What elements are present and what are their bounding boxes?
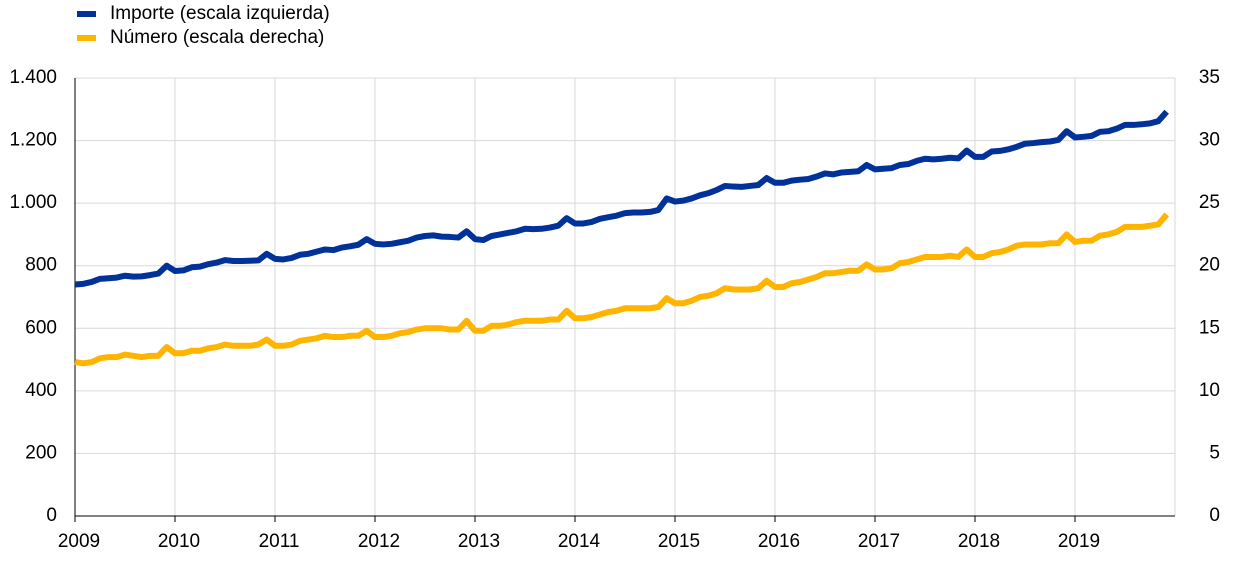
y2-tick-label: 20 (1199, 255, 1220, 276)
legend-label: Número (escala derecha) (110, 27, 324, 48)
x-tick-label: 2015 (658, 531, 700, 552)
y-tick-label: 1.200 (9, 130, 57, 151)
x-tick-label: 2011 (259, 531, 300, 552)
y-tick-label: 1.400 (9, 67, 57, 88)
y2-tick-label: 30 (1199, 130, 1220, 151)
y2-tick-label: 10 (1199, 380, 1220, 401)
y2-tick-label: 25 (1199, 192, 1220, 213)
x-tick-label: 2013 (458, 531, 500, 552)
x-tick-label: 2016 (758, 531, 800, 552)
legend-label: Importe (escala izquierda) (110, 3, 330, 24)
y2-tick-label: 5 (1209, 442, 1220, 463)
y-tick-label: 800 (25, 255, 57, 276)
y-tick-label: 0 (46, 505, 57, 526)
x-tick-label: 2014 (558, 531, 601, 552)
y-tick-label: 1.000 (9, 192, 57, 213)
series-line (74, 109, 1169, 288)
series-line (74, 212, 1169, 367)
y-tick-label: 200 (25, 442, 57, 463)
x-tick-label: 2017 (858, 531, 900, 552)
y-tick-label: 600 (25, 317, 57, 338)
x-tick-label: 2009 (58, 531, 100, 552)
y2-tick-label: 15 (1199, 317, 1220, 338)
x-tick-label: 2012 (358, 531, 400, 552)
y2-tick-label: 35 (1199, 67, 1220, 88)
y2-tick-label: 0 (1209, 505, 1220, 526)
x-tick-label: 2018 (958, 531, 1000, 552)
x-tick-label: 2010 (158, 531, 200, 552)
x-tick-label: 2019 (1058, 531, 1100, 552)
y-tick-label: 400 (25, 380, 57, 401)
